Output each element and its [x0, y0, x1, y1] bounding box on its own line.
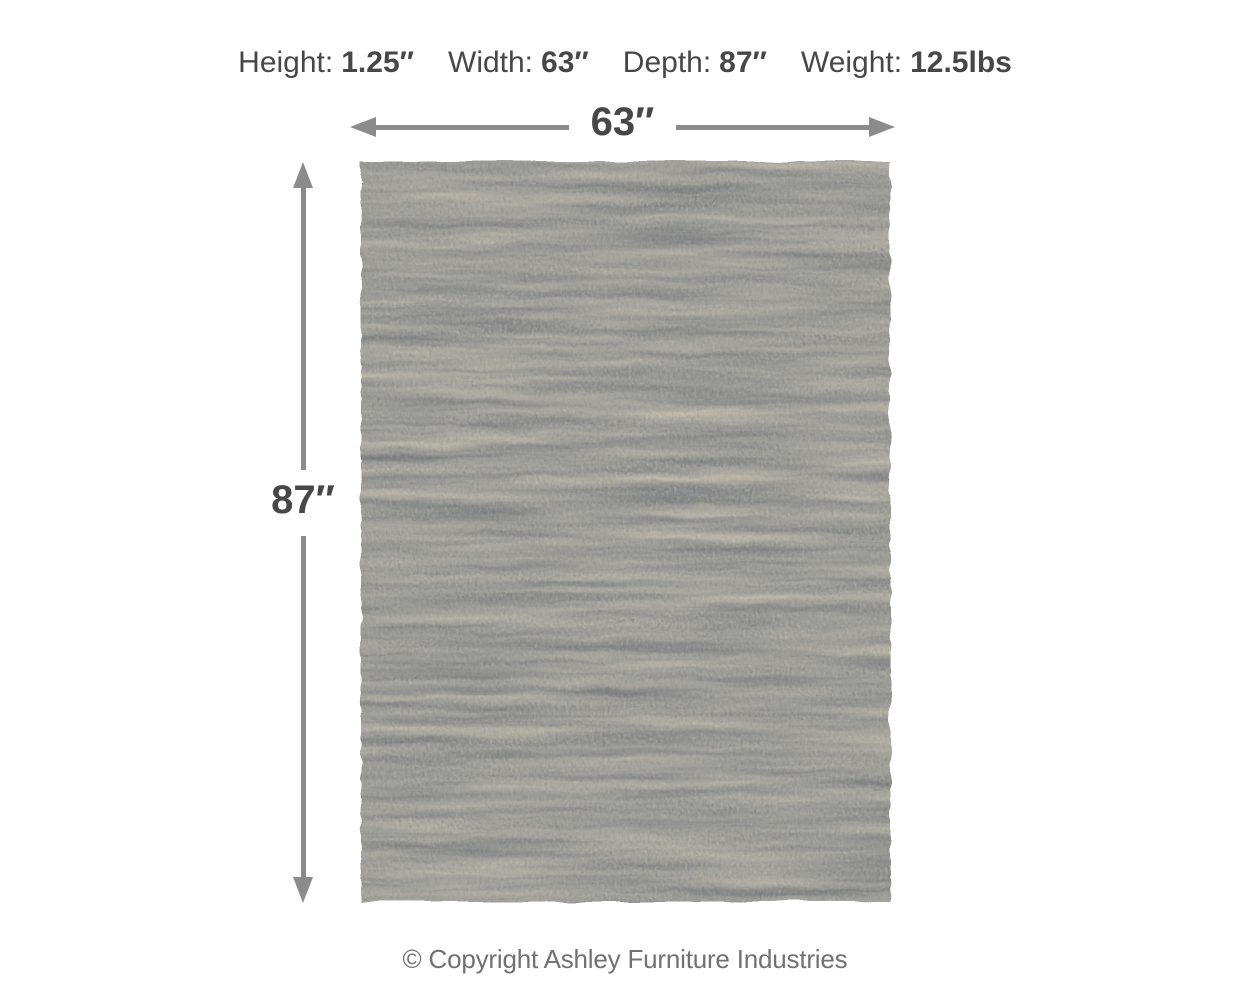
spec-depth-label: Depth: [622, 46, 712, 79]
specs-header: Height: 1.25″ Width: 63″ Depth: 87″ Weig… [0, 46, 1250, 80]
arrow-right-icon [869, 117, 895, 137]
spec-weight: Weight: 12.5lbs [801, 46, 1012, 80]
arrow-up-icon [293, 162, 313, 188]
arrow-left-icon [350, 117, 376, 137]
spec-depth-value: 87″ [719, 46, 767, 79]
width-arrow-line-left [376, 124, 569, 130]
width-dimension-arrow: 63″ [350, 100, 895, 149]
spec-depth: Depth: 87″ [623, 46, 767, 80]
height-dimension-arrow: 87″ [271, 162, 335, 903]
spec-height-value: 1.25″ [341, 46, 414, 79]
rug-image [361, 161, 890, 902]
rug-product-image [358, 158, 893, 905]
spec-width-value: 63″ [541, 46, 589, 79]
height-arrow-line-top [300, 188, 306, 470]
spec-weight-label: Weight: [800, 46, 903, 79]
copyright-footer: © Copyright Ashley Furniture Industries [402, 944, 848, 974]
spec-width: Width: 63″ [448, 46, 589, 80]
spec-height: Height: 1.25″ [238, 46, 414, 80]
height-arrow-line-bottom [300, 536, 306, 877]
width-value-label: 63″ [590, 99, 655, 144]
height-value-label: 87″ [271, 478, 335, 522]
width-arrow-line-right [676, 124, 869, 130]
arrow-down-icon [293, 877, 313, 903]
spec-width-label: Width: [448, 46, 534, 79]
spec-weight-value: 12.5lbs [910, 46, 1012, 79]
spec-height-label: Height: [238, 46, 334, 79]
